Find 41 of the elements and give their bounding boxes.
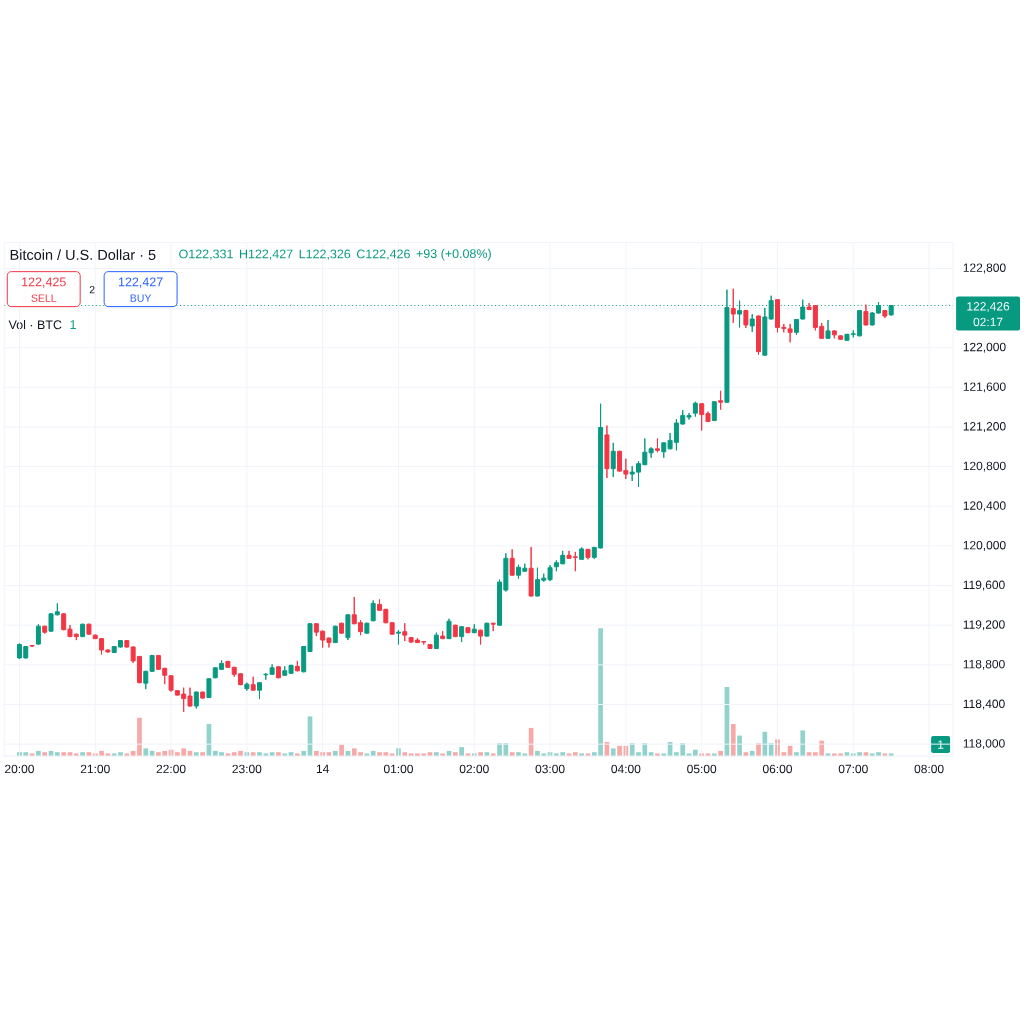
y-tick-label: 120,000 bbox=[963, 541, 1006, 552]
y-tick-label: 118,800 bbox=[963, 660, 1005, 670]
annotation: 1 bbox=[70, 320, 76, 330]
x-tick-label: 02:00 bbox=[459, 764, 489, 774]
y-tick-label: 121,200 bbox=[963, 422, 1006, 433]
x-tick-label: 05:00 bbox=[687, 764, 717, 774]
annotation: O122,331 bbox=[179, 249, 233, 260]
annotation: L122,326 bbox=[299, 249, 351, 260]
x-tick-label: 07:00 bbox=[838, 764, 868, 774]
x-tick-label: 14 bbox=[316, 764, 329, 774]
y-tick-label: 118,000 bbox=[963, 739, 1005, 750]
text: 02:17 bbox=[973, 317, 1003, 327]
x-tick-label: 04:00 bbox=[611, 764, 641, 774]
annotation: BUY bbox=[130, 294, 152, 302]
annotation: SELL bbox=[31, 294, 57, 302]
annotation: C122,426 bbox=[356, 249, 410, 260]
y-tick-label: 120,800 bbox=[963, 461, 1006, 472]
annotation: 122,425 bbox=[22, 277, 66, 288]
x-tick-label: 08:00 bbox=[914, 764, 944, 774]
x-tick-label: 20:00 bbox=[5, 764, 34, 774]
chart-title: Bitcoin / U.S. Dollar · 5 bbox=[10, 249, 156, 261]
y-tick-label: 122,800 bbox=[963, 263, 1006, 274]
x-tick-label: 01:00 bbox=[383, 764, 413, 774]
x-tick-label: 06:00 bbox=[762, 764, 793, 774]
x-tick-label: 22:00 bbox=[156, 764, 186, 774]
annotation: 1 bbox=[938, 740, 944, 749]
y-tick-label: 118,400 bbox=[963, 699, 1005, 710]
x-tick-label: 21:00 bbox=[80, 764, 110, 774]
ref-line-label: 122,426 bbox=[967, 302, 1010, 313]
annotation: H122,427 bbox=[240, 249, 293, 260]
annotation: 2 bbox=[89, 286, 95, 294]
x-tick-label: 03:00 bbox=[535, 764, 565, 774]
annotation: 122,427 bbox=[118, 277, 163, 288]
y-tick-label: 119,600 bbox=[963, 580, 1005, 591]
y-tick-label: 121,600 bbox=[963, 382, 1006, 393]
x-tick-label: 23:00 bbox=[232, 764, 262, 774]
y-tick-label: 119,200 bbox=[963, 620, 1005, 631]
annotation: +93 (+0.08%) bbox=[416, 249, 491, 261]
chart-title: Vol · BTC bbox=[8, 320, 62, 330]
y-tick-label: 120,400 bbox=[963, 501, 1006, 512]
y-tick-label: 122,000 bbox=[963, 342, 1006, 353]
